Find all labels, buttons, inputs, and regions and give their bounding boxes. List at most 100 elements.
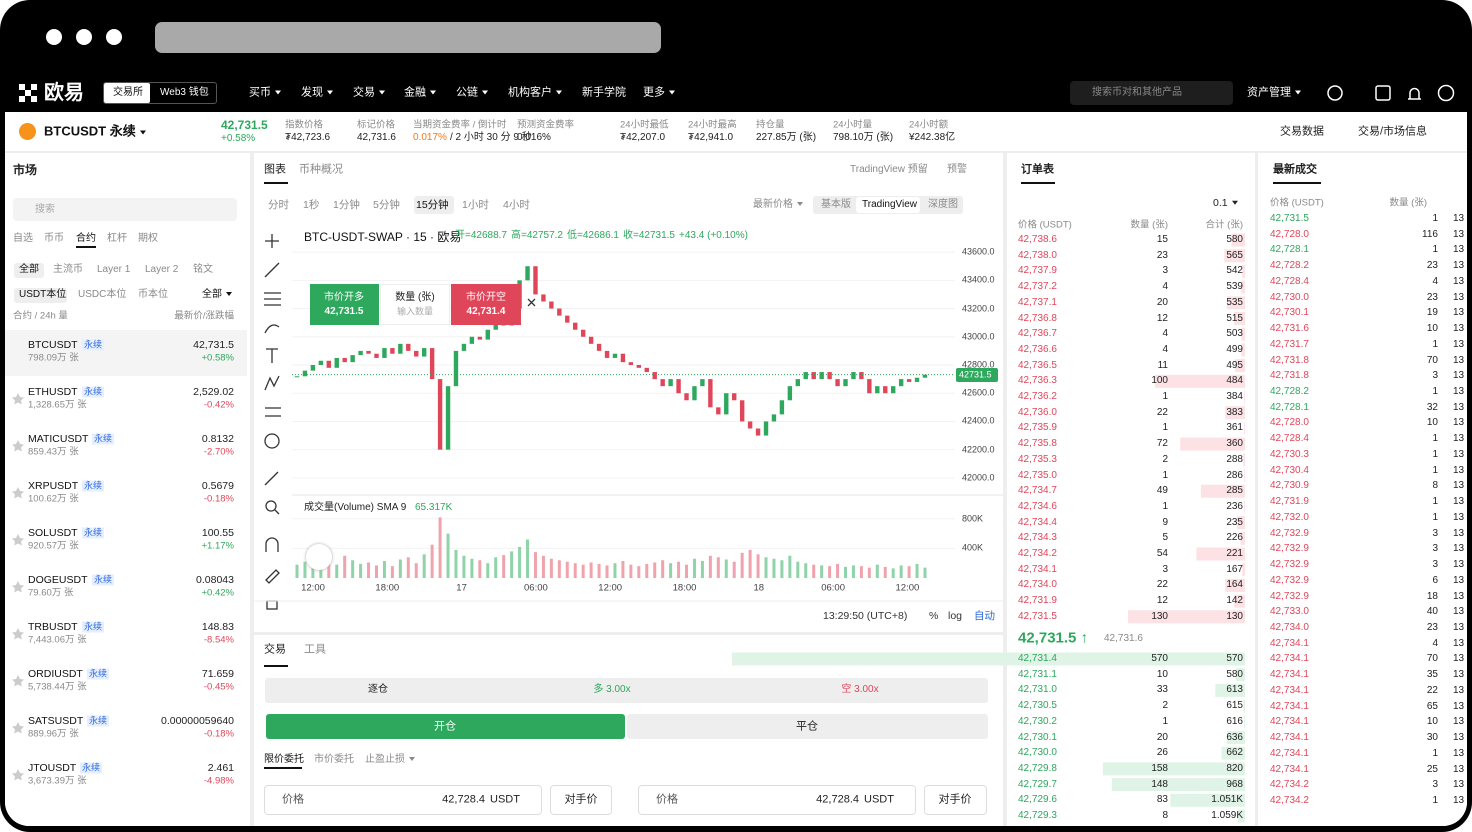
volume-bar [382, 560, 386, 578]
menu-item[interactable]: 新手学院 [582, 86, 626, 99]
x-tick-label: 18 [753, 582, 765, 594]
tool[interactable]: 预警 [947, 164, 967, 175]
symbol[interactable]: JTOUSDT [28, 761, 77, 774]
symbol[interactable]: DOGEUSDT [28, 573, 88, 586]
tab[interactable]: 交易所 [113, 87, 143, 98]
download-icon[interactable] [1375, 85, 1391, 101]
volume-bar [756, 554, 760, 578]
user-icon[interactable] [1327, 85, 1343, 101]
tab[interactable]: 杠杆 [107, 233, 127, 244]
tab[interactable]: 合约 [76, 233, 96, 244]
counter-price-button[interactable] [924, 785, 987, 815]
interval[interactable]: 15分钟 [416, 198, 449, 211]
bell-icon[interactable] [1408, 87, 1421, 100]
window-dot[interactable] [46, 29, 62, 45]
step-select[interactable]: 0.1 [1213, 198, 1238, 209]
button-label[interactable]: 市价开多 [324, 292, 364, 303]
filter[interactable]: 币本位 [138, 289, 168, 300]
search-input[interactable] [13, 198, 237, 221]
menu-item[interactable]: 更多 [643, 87, 675, 99]
interval[interactable]: 1分钟 [333, 198, 360, 211]
menu-item[interactable]: 买币 [249, 87, 281, 99]
window-dot[interactable] [76, 29, 92, 45]
tab[interactable]: 期权 [138, 233, 158, 244]
filter[interactable]: 主流币 [53, 264, 83, 275]
button-price: 42,731.5 [324, 306, 364, 317]
interval[interactable]: 分时 [268, 198, 289, 211]
interval[interactable]: 4小时 [503, 198, 530, 211]
chart-footer[interactable]: % [929, 609, 939, 622]
mode[interactable]: 逐仓 [368, 684, 388, 695]
interval[interactable]: 1秒 [303, 198, 320, 211]
close-button[interactable] [627, 714, 988, 739]
tab[interactable]: 限价委托 [264, 754, 304, 765]
button-label[interactable]: 开仓 [434, 720, 456, 733]
help-icon[interactable] [1437, 84, 1455, 102]
tag: 永续 [87, 715, 110, 727]
tab[interactable]: 止盈止损 [365, 755, 415, 765]
mode[interactable]: 空 3.00x [841, 684, 879, 695]
button-label[interactable]: 市价开空 [466, 292, 506, 303]
menu-item[interactable]: 金融 [404, 87, 436, 99]
symbol[interactable]: MATICUSDT [28, 432, 89, 445]
button-label[interactable]: 对手价 [564, 793, 598, 806]
qty-input[interactable] [380, 284, 450, 325]
tab[interactable]: 市价委托 [314, 754, 354, 765]
price-input[interactable] [638, 785, 916, 815]
tab[interactable]: 图表 [264, 163, 286, 176]
menu-item[interactable]: 交易 [353, 87, 385, 99]
total: 542 [1226, 265, 1243, 277]
symbol[interactable]: ORDIUSDT [28, 667, 83, 680]
stat-value: / 2 小时 30 分 9 秒 [450, 132, 532, 143]
tab[interactable]: 币种概况 [299, 163, 343, 176]
filter[interactable]: 铭文 [193, 264, 213, 275]
quantity: 1 [1162, 500, 1168, 512]
menu-item[interactable]: 发现 [301, 87, 333, 99]
menu-item[interactable]: 公链 [456, 87, 488, 99]
button-label[interactable]: 平仓 [796, 720, 818, 733]
price-type[interactable]: 最新价格 [753, 200, 803, 210]
interval[interactable]: 1小时 [462, 198, 489, 211]
symbol[interactable]: SOLUSDT [28, 526, 78, 539]
mode[interactable]: 多 3.00x [593, 684, 631, 695]
filter[interactable]: 全部 [19, 264, 39, 275]
price-input[interactable] [264, 785, 542, 815]
interval[interactable]: 5分钟 [373, 198, 400, 211]
search-box[interactable] [1070, 81, 1233, 105]
symbol[interactable]: BTCUSDT [28, 338, 78, 351]
window-dot[interactable] [106, 29, 122, 45]
tool[interactable]: TradingView 预留 [850, 164, 928, 175]
tab[interactable]: 交易 [264, 643, 286, 656]
chart-footer[interactable]: log [948, 609, 963, 622]
buy-button[interactable] [310, 284, 379, 325]
chart-footer[interactable]: 自动 [974, 609, 995, 622]
candle [811, 372, 816, 380]
symbol[interactable]: SATSUSDT [28, 714, 84, 727]
volume-bar [295, 564, 299, 578]
menu-item[interactable]: 资产管理 [1247, 87, 1301, 99]
tab[interactable]: Web3 钱包 [160, 87, 209, 98]
open-button[interactable] [266, 714, 625, 739]
url-bar[interactable] [155, 22, 661, 53]
symbol[interactable]: TRBUSDT [28, 620, 78, 633]
menu-item[interactable]: 机构客户 [508, 87, 562, 99]
tab[interactable]: 自选 [13, 233, 33, 244]
button-label[interactable]: 对手价 [938, 793, 972, 806]
view[interactable]: 深度图 [928, 199, 958, 210]
sell-button[interactable] [451, 284, 521, 325]
tab[interactable]: 币币 [44, 233, 64, 244]
link[interactable]: 交易数据 [1280, 125, 1324, 138]
symbol[interactable]: XRPUSDT [28, 479, 79, 492]
link[interactable]: 交易/市场信息 [1358, 125, 1428, 138]
filter[interactable]: USDT本位 [19, 289, 67, 300]
view[interactable]: TradingView [862, 199, 918, 210]
counter-price-button[interactable] [550, 785, 612, 815]
filter[interactable]: 全部 [202, 290, 232, 300]
symbol[interactable]: BTCUSDT 永续 [44, 125, 146, 138]
view[interactable]: 基本版 [821, 199, 851, 210]
filter[interactable]: USDC本位 [78, 289, 127, 300]
filter[interactable]: Layer 1 [97, 264, 131, 275]
filter[interactable]: Layer 2 [145, 264, 179, 275]
tab[interactable]: 工具 [304, 643, 326, 656]
symbol[interactable]: ETHUSDT [28, 385, 78, 398]
